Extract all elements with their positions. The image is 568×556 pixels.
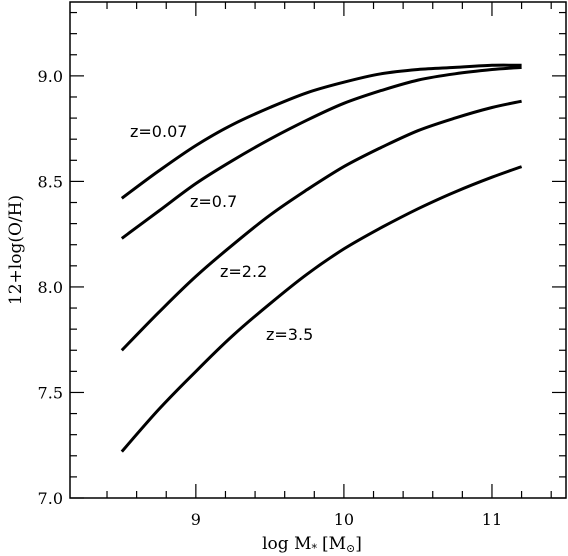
- tick-labels: 9 10 11 7.0 7.5 8.0 8.5 9.0: [38, 67, 503, 529]
- series-line-2: [120, 99, 522, 352]
- series-lines: [120, 63, 523, 453]
- y-tick-label: 7.0: [38, 489, 63, 508]
- series-label-z007: z=0.07: [130, 122, 187, 141]
- y-tick-label: 8.0: [38, 278, 63, 297]
- y-tick-label: 9.0: [38, 67, 63, 86]
- x-axis-label-unit-close: ]: [355, 534, 362, 554]
- x-axis-label-unit-open: [M: [322, 534, 346, 554]
- series-line-1: [120, 65, 522, 240]
- series-line-3: [120, 165, 523, 453]
- x-tick-label: 10: [334, 510, 354, 529]
- plot-frame: [69, 1, 567, 499]
- series-line-0: [120, 63, 522, 200]
- series-label-z22: z=2.2: [220, 262, 267, 281]
- series-label-z07: z=0.7: [190, 192, 237, 211]
- x-axis-label-sub: *: [311, 542, 317, 555]
- axis-ticks: [70, 2, 566, 499]
- x-axis-label: log M* [M⊙]: [262, 534, 362, 555]
- series-label-z35: z=3.5: [266, 325, 313, 344]
- x-tick-label: 11: [482, 510, 502, 529]
- y-axis-label: 12+log(O/H): [6, 195, 26, 305]
- x-axis-label-main: log M: [262, 534, 311, 554]
- y-tick-label: 8.5: [38, 172, 63, 191]
- x-axis-label-unit-sub: ⊙: [346, 542, 355, 555]
- y-tick-label: 7.5: [38, 383, 63, 402]
- x-tick-label: 9: [191, 510, 201, 529]
